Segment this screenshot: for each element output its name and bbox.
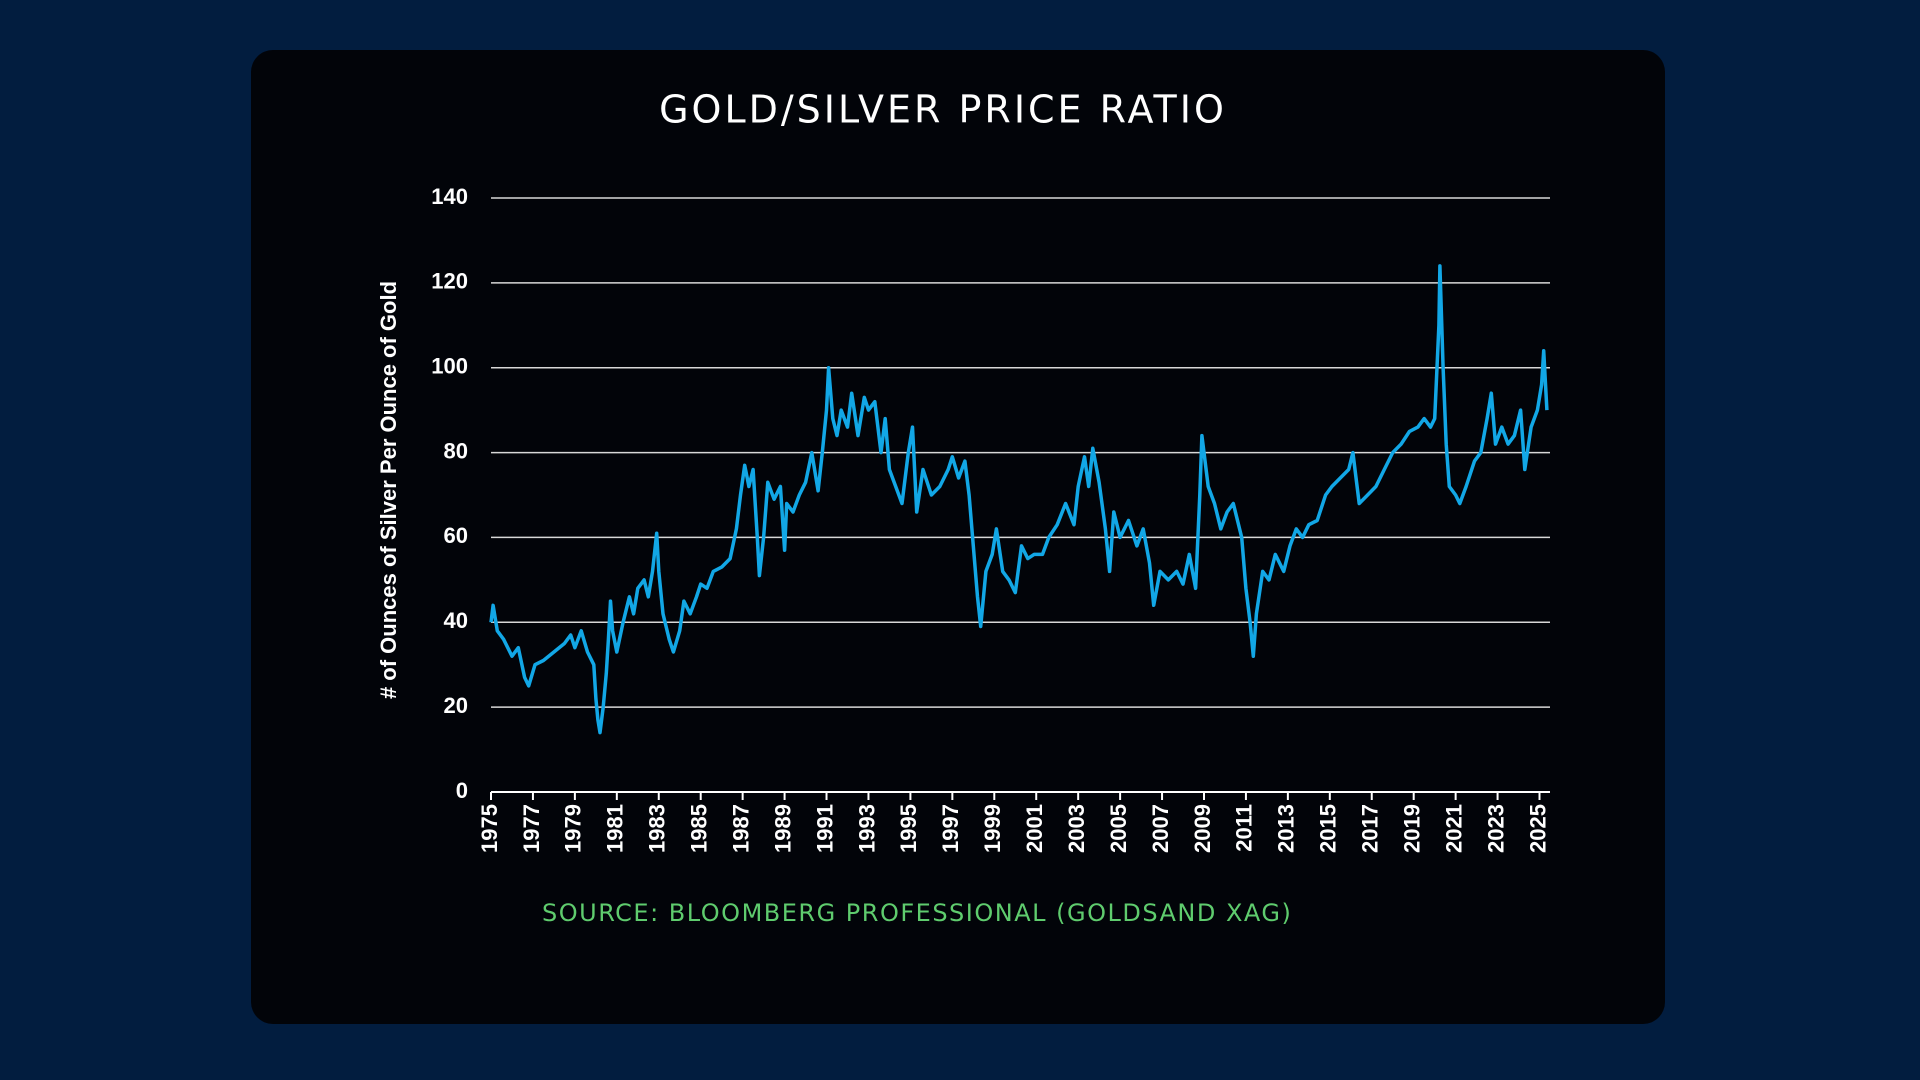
ratio-line [489,264,1549,735]
y-tick-label: 0 [456,778,468,803]
x-tick-label: 1995 [896,804,921,853]
x-tick-label: 2019 [1400,804,1425,853]
x-tick-label: 1997 [938,804,963,853]
x-tick-label: 2001 [1022,804,1047,853]
x-tick-label: 2011 [1232,804,1257,852]
x-tick-label: 2005 [1106,804,1131,853]
x-tick-label: 1991 [812,804,837,853]
x-tick-label: 2017 [1358,804,1383,853]
x-tick-label: 2025 [1525,804,1550,853]
x-tick-label: 2009 [1190,804,1215,853]
x-tick-label: 2007 [1148,804,1173,853]
y-tick-label: 100 [431,354,468,379]
source-note: SOURCE: BLOOMBERG PROFESSIONAL (GOLDSAND… [542,899,1292,927]
x-tick-label: 1981 [603,804,628,853]
x-tick-label: 1999 [980,804,1005,853]
y-tick-label: 20 [444,693,468,718]
y-tick-label: 140 [431,184,468,209]
x-tick-label: 1983 [645,804,670,853]
y-tick-label: 60 [444,523,468,548]
x-tick-label: 1987 [728,804,753,853]
x-tick-label: 1979 [561,804,586,853]
y-tick-label: 80 [444,438,468,463]
x-tick-label: 2015 [1316,804,1341,853]
x-tick-label: 1993 [854,804,879,853]
x-tick-label: 1989 [770,804,795,853]
chart-title: GOLD/SILVER PRICE RATIO [659,88,1227,132]
x-tick-label: 2003 [1064,804,1089,853]
x-tick-label: 2013 [1274,804,1299,853]
y-axis-label: # of Ounces of Silver Per Ounce of Gold [376,281,401,699]
x-tick-label: 1975 [477,804,502,853]
x-tick-label: 1985 [687,804,712,853]
x-tick-label: 2021 [1441,804,1466,853]
y-tick-label: 40 [444,608,468,633]
y-tick-label: 120 [431,269,468,294]
x-tick-label: 1977 [519,804,544,853]
x-tick-label: 2023 [1483,804,1508,853]
